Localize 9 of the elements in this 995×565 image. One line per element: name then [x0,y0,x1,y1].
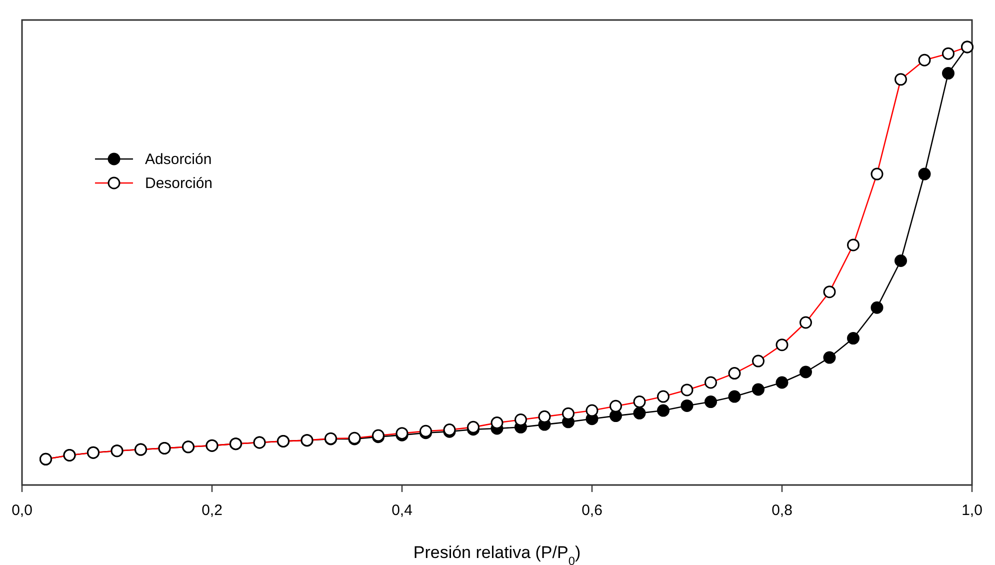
x-tick-label: 0,6 [582,502,602,519]
x-tick-label: 0,2 [202,502,222,519]
x-tick-label: 1,0 [962,502,982,519]
legend-label: Adsorción [145,151,212,168]
legend-label: Desorción [145,175,213,192]
x-tick-label: 0,0 [12,502,32,519]
x-tick-label: 0,8 [772,502,792,519]
x-tick-label: 0,4 [392,502,412,519]
x-axis-title: Presión relativa (P/P$_{0}$) [413,543,581,565]
